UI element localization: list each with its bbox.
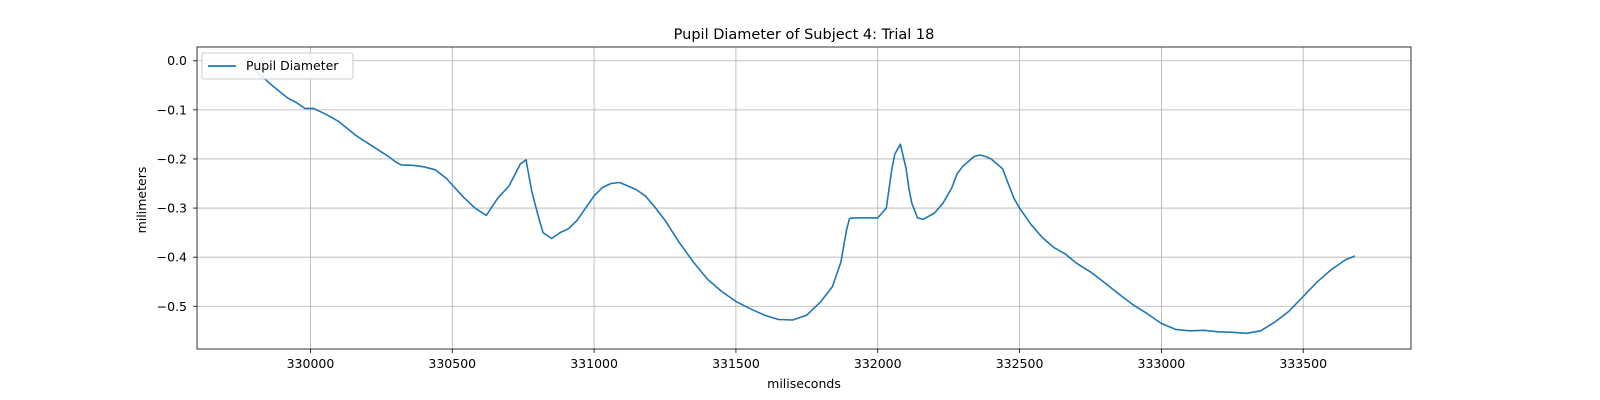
x-tick-label: 331500 — [712, 356, 760, 371]
x-axis-label: miliseconds — [767, 376, 841, 391]
x-axis-ticks: 330000 330500 331000 331500 332000 332500 3330… — [287, 349, 1327, 371]
legend-label: Pupil Diameter — [246, 58, 339, 73]
y-tick-label: −0.2 — [157, 151, 187, 166]
y-axis-ticks: 0.0 −0.1 −0.2 −0.3 −0.4 −0.5 — [157, 53, 197, 314]
x-tick-label: 330500 — [428, 356, 476, 371]
x-tick-label: 331000 — [570, 356, 618, 371]
y-tick-label: −0.1 — [157, 102, 187, 117]
x-tick-label: 332000 — [854, 356, 902, 371]
y-tick-label: −0.5 — [157, 299, 187, 314]
axes-border — [196, 46, 1412, 350]
x-tick-label: 333500 — [1279, 356, 1327, 371]
chart-title: Pupil Diameter of Subject 4: Trial 18 — [674, 27, 935, 43]
pupil-diameter-line — [252, 68, 1356, 335]
x-tick-label: 333000 — [1138, 356, 1186, 371]
legend-box — [201, 52, 354, 80]
axes-frame — [196, 46, 1412, 350]
x-tick-label: 330000 — [287, 356, 335, 371]
x-tick-label: 332500 — [996, 356, 1044, 371]
grid-lines — [197, 47, 1411, 349]
y-tick-label: −0.4 — [157, 250, 187, 265]
plot-area — [252, 68, 1356, 335]
y-axis-label: milimeters — [134, 167, 149, 234]
y-tick-label: 0.0 — [167, 53, 187, 68]
y-tick-label: −0.3 — [157, 201, 187, 216]
legend: Pupil Diameter — [201, 52, 354, 80]
